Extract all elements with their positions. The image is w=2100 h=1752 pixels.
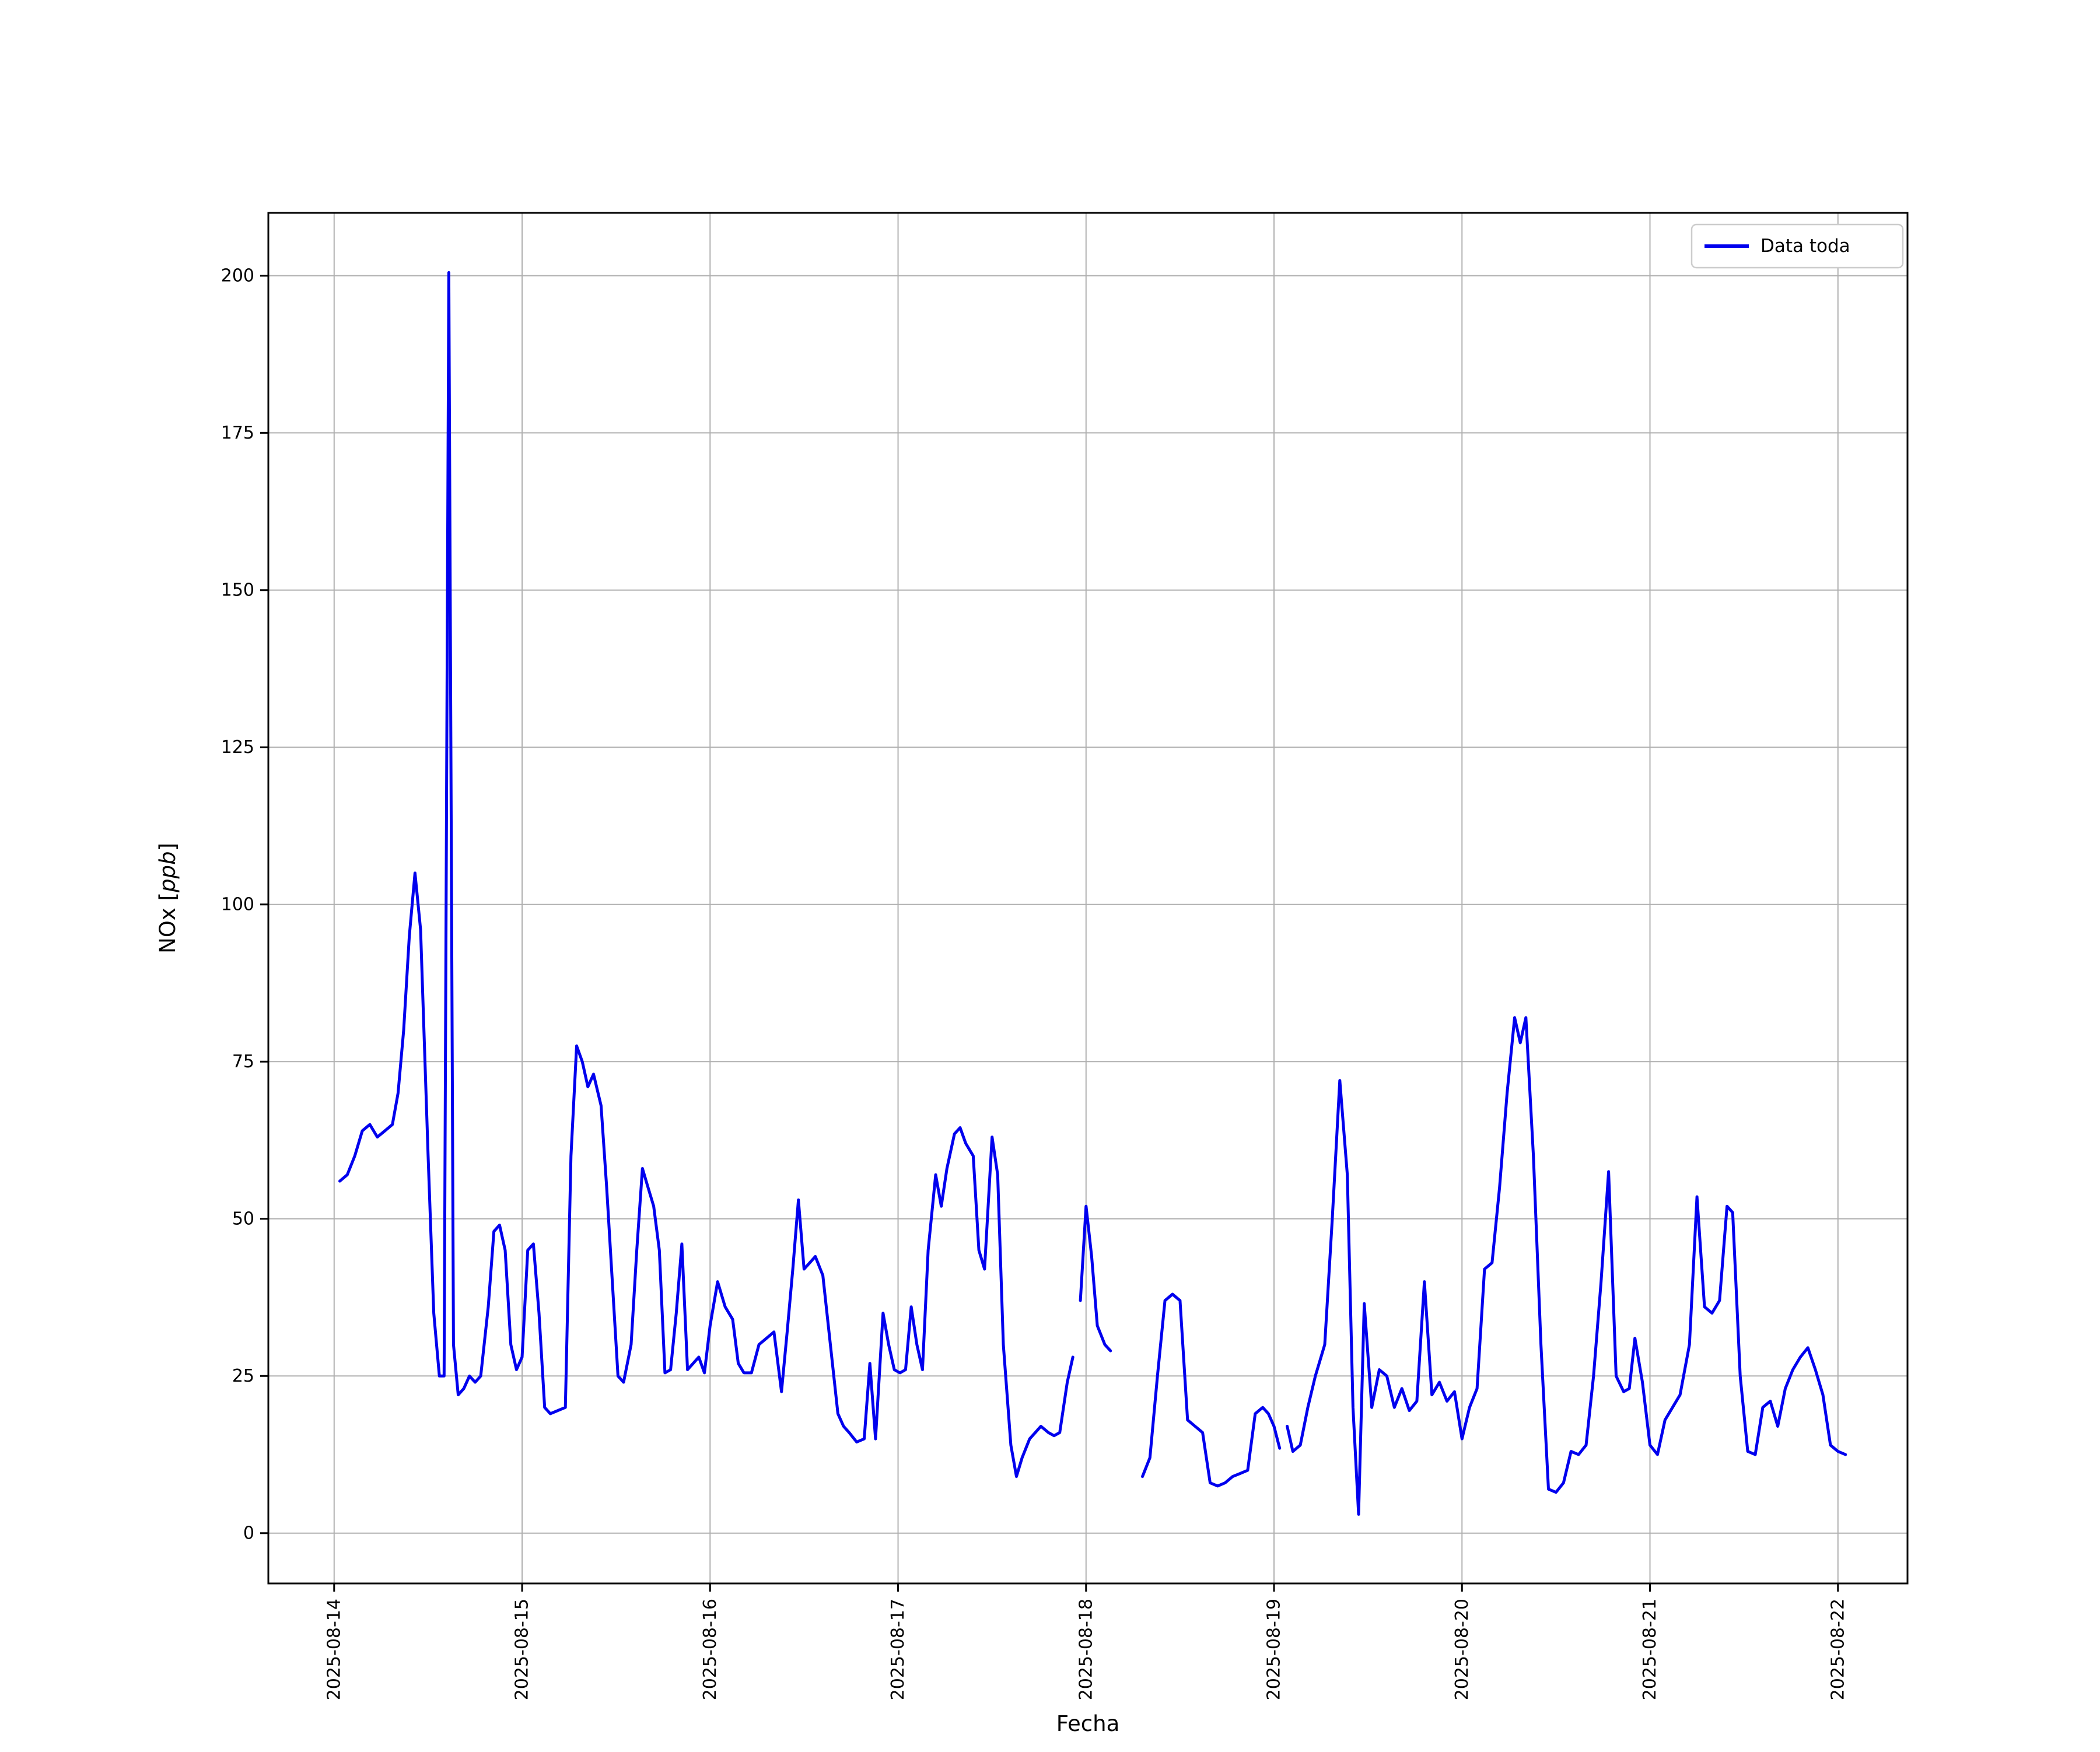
series-line-data-toda <box>338 271 1847 1516</box>
y-tick-label: 200 <box>221 265 254 286</box>
legend-entry-label: Data toda <box>1760 236 1850 257</box>
x-tick-label: 2025-08-14 <box>324 1599 344 1700</box>
x-tick-label: 2025-08-15 <box>512 1599 533 1700</box>
series-layer <box>338 271 1847 1516</box>
y-tick-label: 25 <box>232 1366 254 1386</box>
axes-frame <box>267 212 1909 1585</box>
x-axis-label: Fecha <box>1056 1711 1120 1736</box>
y-tick-label: 0 <box>243 1523 254 1543</box>
legend-box <box>1690 223 1904 269</box>
y-axis-label-units: ppb <box>155 852 180 893</box>
y-tick-label: 175 <box>221 423 254 443</box>
x-tick-label: 2025-08-22 <box>1828 1599 1848 1700</box>
y-tick-labels: 0 25 50 75 100 125 150 175 200 <box>221 265 254 1543</box>
axis-ticks <box>260 275 1839 1592</box>
x-tick-label: 2025-08-16 <box>700 1599 720 1700</box>
x-tick-label: 2025-08-21 <box>1640 1599 1660 1700</box>
y-tick-label: 125 <box>221 737 254 758</box>
x-tick-labels: 2025-08-14 2025-08-15 2025-08-16 2025-08-17… <box>324 1599 1848 1700</box>
y-axis-label: NOx [ppb] <box>155 843 180 954</box>
x-tick-label: 2025-08-17 <box>888 1599 908 1700</box>
x-tick-label: 2025-08-20 <box>1452 1599 1472 1700</box>
x-tick-label: 2025-08-19 <box>1264 1599 1284 1700</box>
gridlines <box>268 213 1908 1583</box>
y-tick-label: 150 <box>221 580 254 600</box>
x-tick-label: 2025-08-18 <box>1076 1599 1096 1700</box>
y-tick-label: 50 <box>232 1208 254 1229</box>
y-axis-label-prefix: NOx [ <box>155 892 180 954</box>
y-tick-label: 100 <box>221 894 254 914</box>
y-tick-label: 75 <box>232 1052 254 1072</box>
legend: Data toda <box>1690 223 1904 269</box>
y-axis-label-suffix: ] <box>155 843 180 851</box>
